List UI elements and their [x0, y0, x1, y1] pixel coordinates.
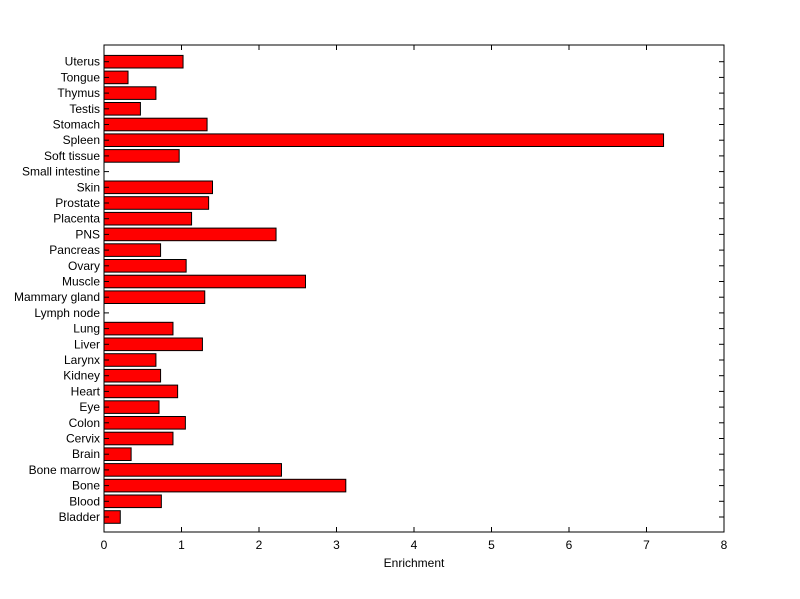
- x-tick-label: 6: [566, 538, 573, 552]
- y-tick-label: Stomach: [53, 118, 100, 132]
- y-tick-label: Tongue: [61, 70, 101, 84]
- bar: [103, 290, 206, 304]
- y-tick-label: Mammary gland: [14, 290, 100, 304]
- bar: [103, 133, 665, 147]
- y-tick-label: Muscle: [62, 275, 100, 289]
- y-tick-label: Prostate: [55, 196, 100, 210]
- y-tick-label: Blood: [69, 494, 100, 508]
- x-tick-label: 7: [643, 538, 650, 552]
- x-axis-title: Enrichment: [384, 556, 445, 570]
- y-tick-label: Larynx: [64, 353, 100, 367]
- bar: [103, 494, 162, 509]
- y-tick-label: Kidney: [63, 369, 100, 383]
- x-tick-label: 1: [178, 538, 185, 552]
- bar: [103, 384, 179, 399]
- bar: [103, 353, 157, 367]
- y-tick-label: Heart: [71, 384, 101, 398]
- y-tick-label: Colon: [69, 416, 100, 430]
- y-tick-label: Cervix: [66, 432, 100, 446]
- x-tick-label: 4: [411, 538, 418, 552]
- bar: [103, 227, 277, 242]
- y-tick-label: Eye: [79, 400, 100, 414]
- bar: [103, 337, 203, 352]
- bar: [103, 416, 186, 430]
- y-tick-label: Soft tissue: [44, 149, 100, 163]
- x-tick-label: 5: [488, 538, 495, 552]
- y-tick-label: Placenta: [53, 212, 100, 226]
- x-tick-label: 8: [721, 538, 728, 552]
- bar: [103, 102, 141, 116]
- y-tick-label: Pancreas: [49, 243, 100, 257]
- bar: [103, 478, 347, 493]
- bar: [103, 243, 162, 257]
- y-tick-label: Bladder: [59, 510, 100, 524]
- y-tick-label: Lymph node: [34, 306, 100, 320]
- bar: [103, 463, 282, 477]
- y-tick-label: Testis: [69, 102, 100, 116]
- y-tick-label: Bone: [72, 479, 100, 493]
- bar: [103, 368, 162, 383]
- y-tick-label: Skin: [77, 180, 100, 194]
- bar: [103, 259, 187, 273]
- bar: [103, 274, 306, 289]
- y-tick-label: Thymus: [57, 86, 100, 100]
- bar: [103, 431, 174, 446]
- y-tick-label: Lung: [73, 322, 100, 336]
- bar: [103, 117, 208, 132]
- bar: [103, 196, 210, 210]
- x-tick-label: 3: [333, 538, 340, 552]
- y-tick-label: Brain: [72, 447, 100, 461]
- bar: [103, 321, 174, 336]
- y-tick-label: Uterus: [65, 55, 100, 69]
- bar: [103, 211, 193, 226]
- bar: [103, 54, 184, 69]
- y-tick-label: Liver: [74, 337, 100, 351]
- y-tick-label: Small intestine: [22, 165, 100, 179]
- plot-frame: [103, 44, 725, 533]
- bar: [103, 180, 213, 195]
- x-tick-label: 2: [256, 538, 263, 552]
- y-tick-label: Spleen: [63, 133, 100, 147]
- bar: [103, 400, 160, 414]
- y-tick-label: Ovary: [68, 259, 100, 273]
- x-tick-label: 0: [101, 538, 108, 552]
- bar: [103, 149, 180, 163]
- y-tick-label: Bone marrow: [29, 463, 101, 477]
- y-tick-label: PNS: [75, 227, 100, 241]
- bar: [103, 86, 157, 100]
